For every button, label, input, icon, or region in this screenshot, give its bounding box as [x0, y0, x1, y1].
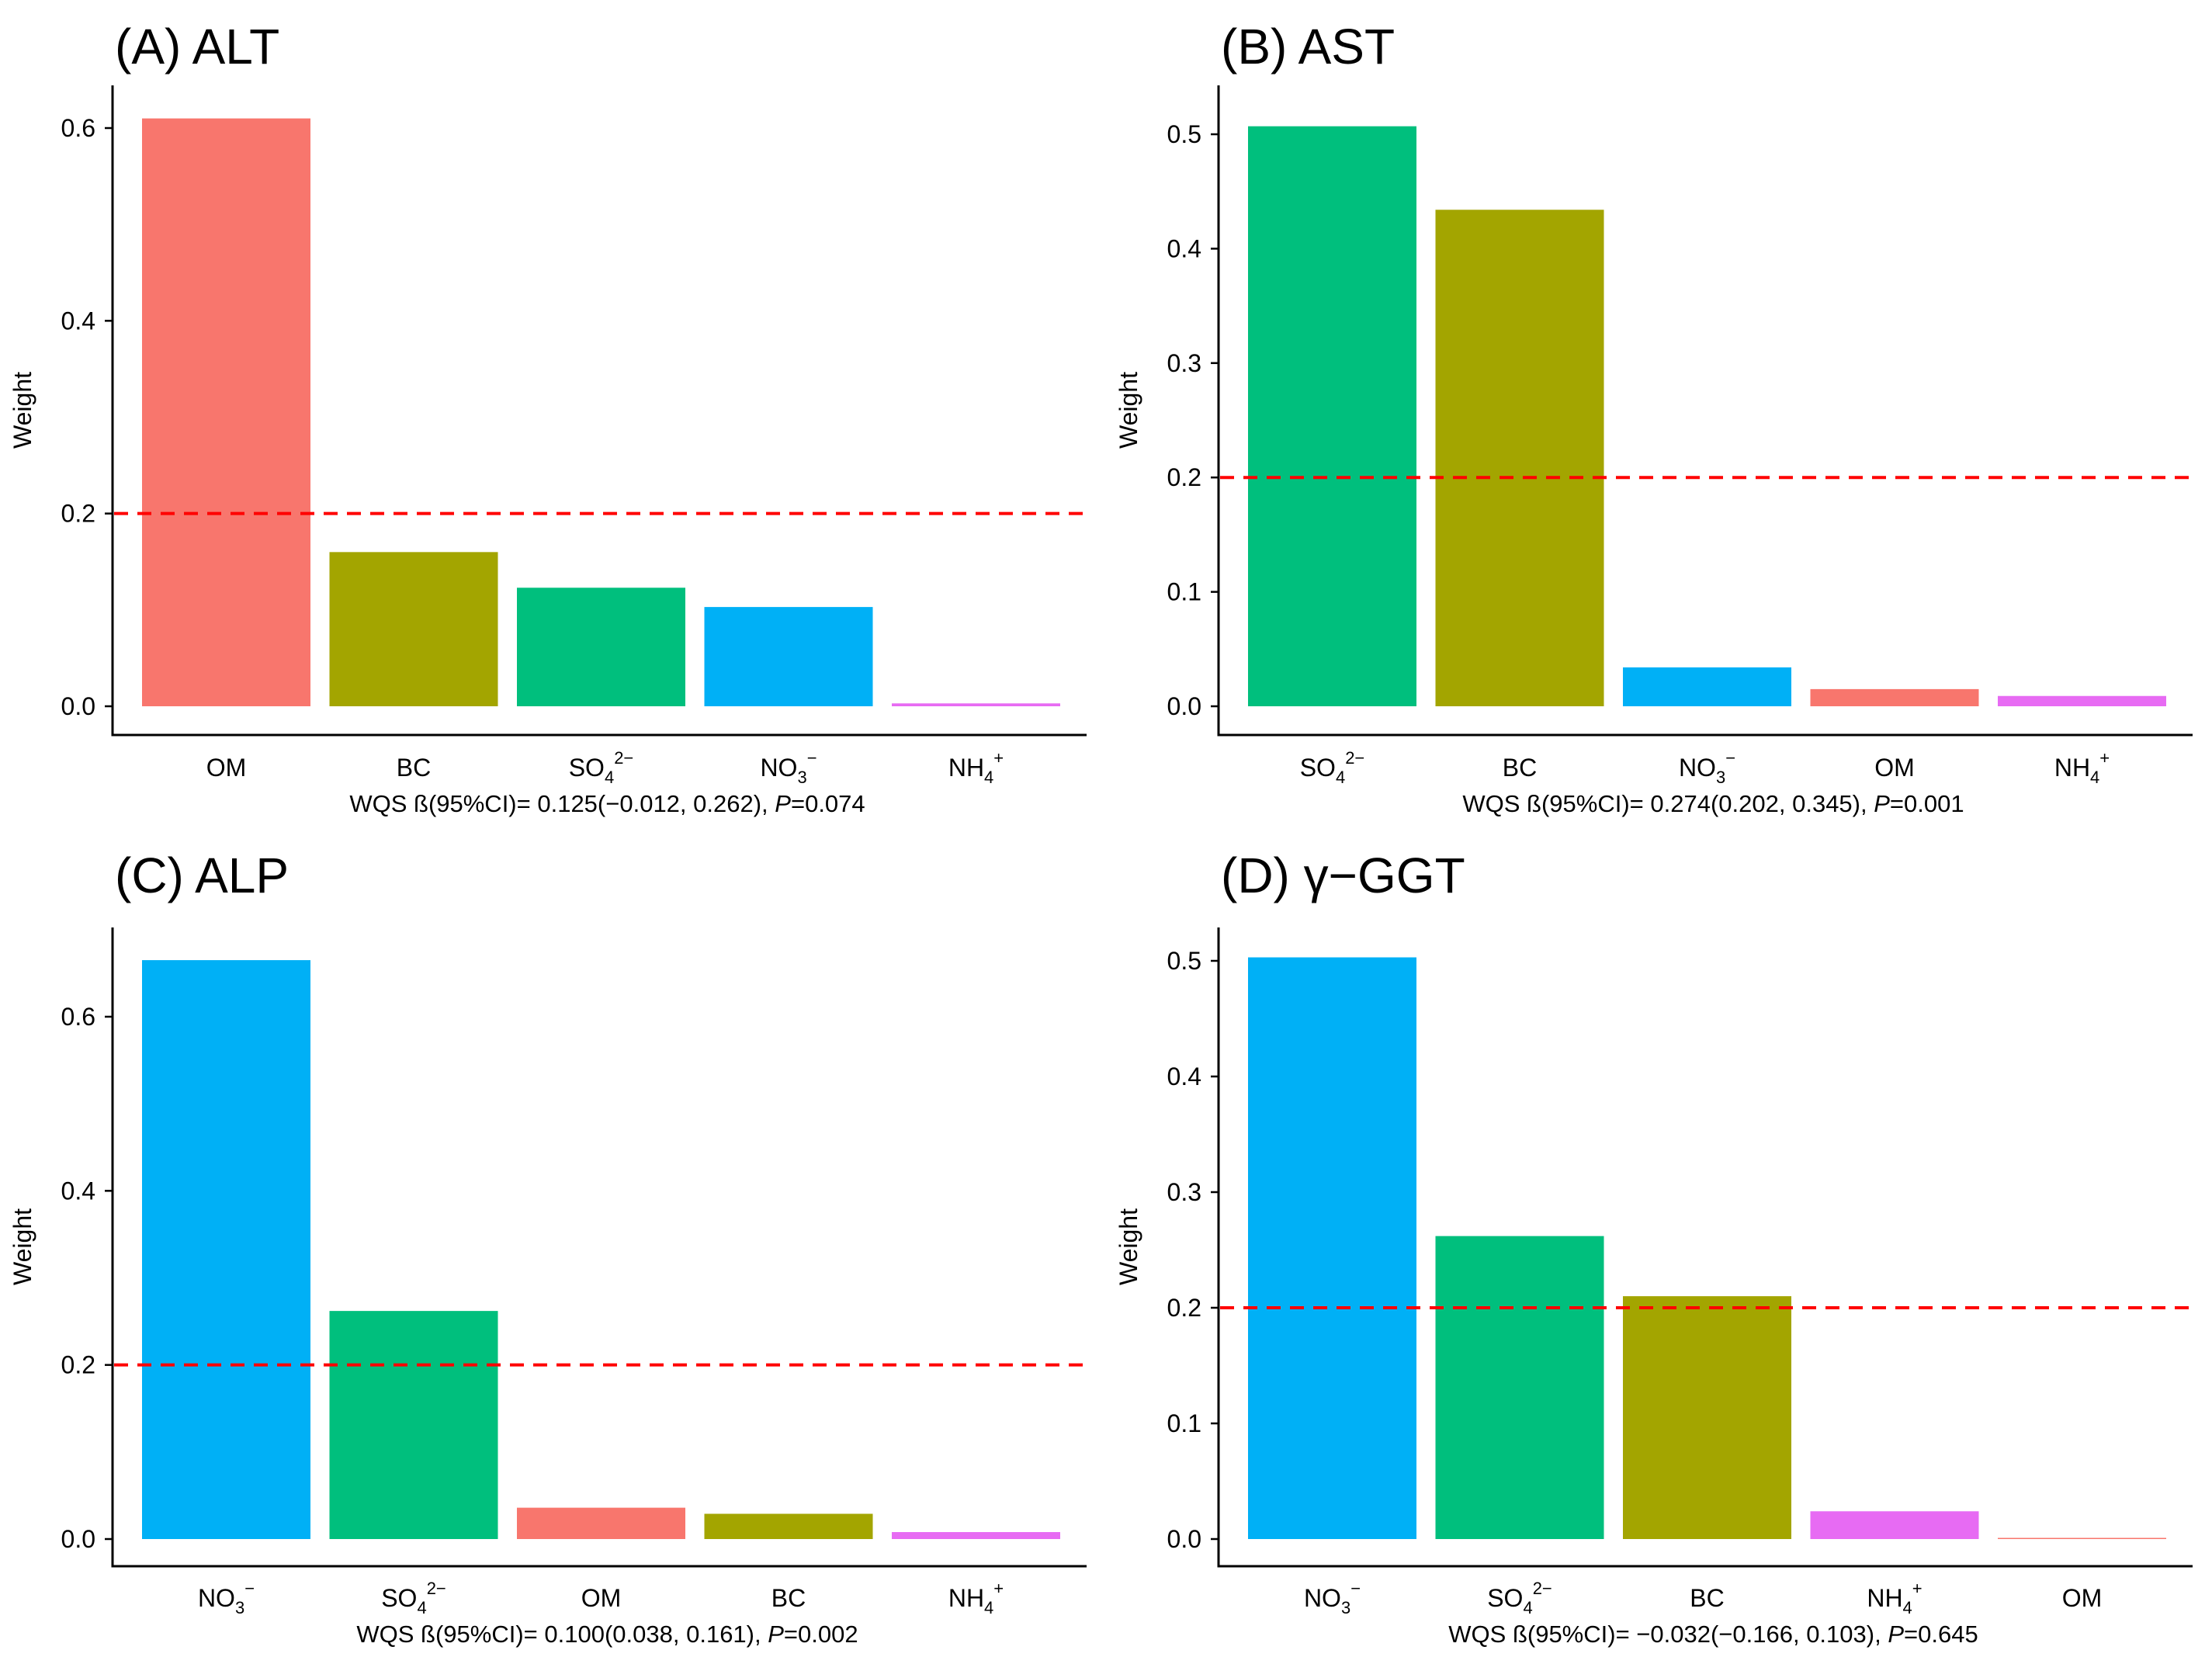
bar-om: [517, 1507, 685, 1539]
y-tick-label: 0.0: [1167, 692, 1201, 720]
y-tick-label: 0.3: [1167, 349, 1201, 377]
category-label: OM: [2062, 1584, 2103, 1612]
category-label: BC: [1503, 754, 1537, 782]
y-axis-title: Weight: [1115, 372, 1142, 449]
y-tick-label: 0.2: [1167, 1294, 1201, 1322]
y-tick-label: 0.0: [1167, 1525, 1201, 1553]
bar-om: [1810, 688, 1979, 706]
wqs-footnote: WQS ß(95%CI)= 0.125(−0.012, 0.262), P=0.…: [349, 790, 865, 817]
y-tick-label: 0.0: [61, 1525, 95, 1553]
bar-nh4: [892, 1532, 1060, 1539]
bar-so4: [1435, 1236, 1604, 1539]
bar-om: [142, 118, 310, 707]
y-tick-label: 0.6: [61, 114, 95, 142]
wqs-footnote: WQS ß(95%CI)= −0.032(−0.166, 0.103), P=0…: [1448, 1621, 1978, 1648]
y-tick-label: 0.2: [1167, 463, 1201, 491]
bar-so4: [329, 1311, 498, 1539]
category-label: BC: [397, 754, 431, 782]
category-label: OM: [581, 1584, 622, 1612]
y-axis-title: Weight: [9, 372, 36, 449]
y-tick-label: 0.3: [1167, 1178, 1201, 1206]
panel-2: (B) AST 0.0 0.1 0.2 0.3 0.4 0.5 Weight SO42− BC NO…: [1115, 19, 2193, 817]
category-label: NO3−: [1679, 748, 1735, 787]
category-label: SO42−: [1487, 1579, 1552, 1617]
y-tick-label: 0.1: [1167, 1409, 1201, 1437]
bar-nh4: [1998, 695, 2166, 706]
bar-bc: [704, 1513, 873, 1539]
y-tick-label: 0.4: [1167, 1063, 1201, 1090]
y-tick-label: 0.4: [61, 307, 95, 335]
bar-no3: [704, 607, 873, 706]
y-tick-label: 0.4: [61, 1177, 95, 1205]
category-label: NH4+: [948, 1579, 1004, 1617]
y-tick-label: 0.5: [1167, 947, 1201, 975]
y-axis-title: Weight: [1115, 1208, 1142, 1285]
y-tick-label: 0.5: [1167, 120, 1201, 148]
bar-no3: [142, 960, 310, 1539]
bar-bc: [1623, 1296, 1791, 1539]
y-tick-label: 0.6: [61, 1003, 95, 1031]
category-label: SO42−: [569, 748, 634, 787]
panel-title: (D) γ−GGT: [1221, 848, 1465, 903]
category-label: NO3−: [760, 748, 816, 787]
y-tick-label: 0.2: [61, 1351, 95, 1379]
panel-1: (A) ALT 0.0 0.2 0.4 0.6 Weight OM BC SO42− NO3− NH…: [9, 19, 1087, 817]
category-label: SO42−: [381, 1579, 446, 1617]
y-tick-label: 0.2: [61, 500, 95, 528]
y-tick-label: 0.4: [1167, 234, 1201, 262]
bar-om: [1998, 1537, 2166, 1540]
category-label: BC: [1690, 1584, 1724, 1612]
wqs-footnote: WQS ß(95%CI)= 0.274(0.202, 0.345), P=0.0…: [1462, 790, 1964, 817]
bar-bc: [329, 552, 498, 706]
category-label: OM: [206, 754, 247, 782]
panel-title: (A) ALT: [115, 19, 279, 75]
category-label: NH4+: [2054, 748, 2110, 787]
category-label: NO3−: [198, 1579, 255, 1617]
panel-title: (B) AST: [1221, 19, 1395, 75]
y-tick-label: 0.0: [61, 692, 95, 720]
y-axis-title: Weight: [9, 1208, 36, 1285]
bar-no3: [1623, 667, 1791, 706]
y-tick-label: 0.1: [1167, 578, 1201, 606]
category-label: SO42−: [1300, 748, 1365, 787]
category-label: NH4+: [948, 748, 1004, 787]
bar-nh4: [892, 703, 1060, 706]
bar-nh4: [1810, 1511, 1979, 1539]
panel-4: (D) γ−GGT 0.0 0.1 0.2 0.3 0.4 0.5 Weight NO3− SO4…: [1115, 848, 2193, 1648]
category-label: OM: [1874, 754, 1915, 782]
bar-so4: [1248, 126, 1416, 706]
category-label: NO3−: [1304, 1579, 1361, 1617]
category-label: BC: [771, 1584, 806, 1612]
bar-so4: [517, 588, 685, 706]
bar-bc: [1435, 210, 1604, 706]
panel-3: (C) ALP 0.0 0.2 0.4 0.6 Weight NO3− SO42− OM BC NH…: [9, 848, 1087, 1648]
category-label: NH4+: [1867, 1579, 1922, 1617]
bar-no3: [1248, 957, 1416, 1539]
panel-title: (C) ALP: [115, 848, 289, 903]
wqs-footnote: WQS ß(95%CI)= 0.100(0.038, 0.161), P=0.0…: [356, 1621, 858, 1648]
